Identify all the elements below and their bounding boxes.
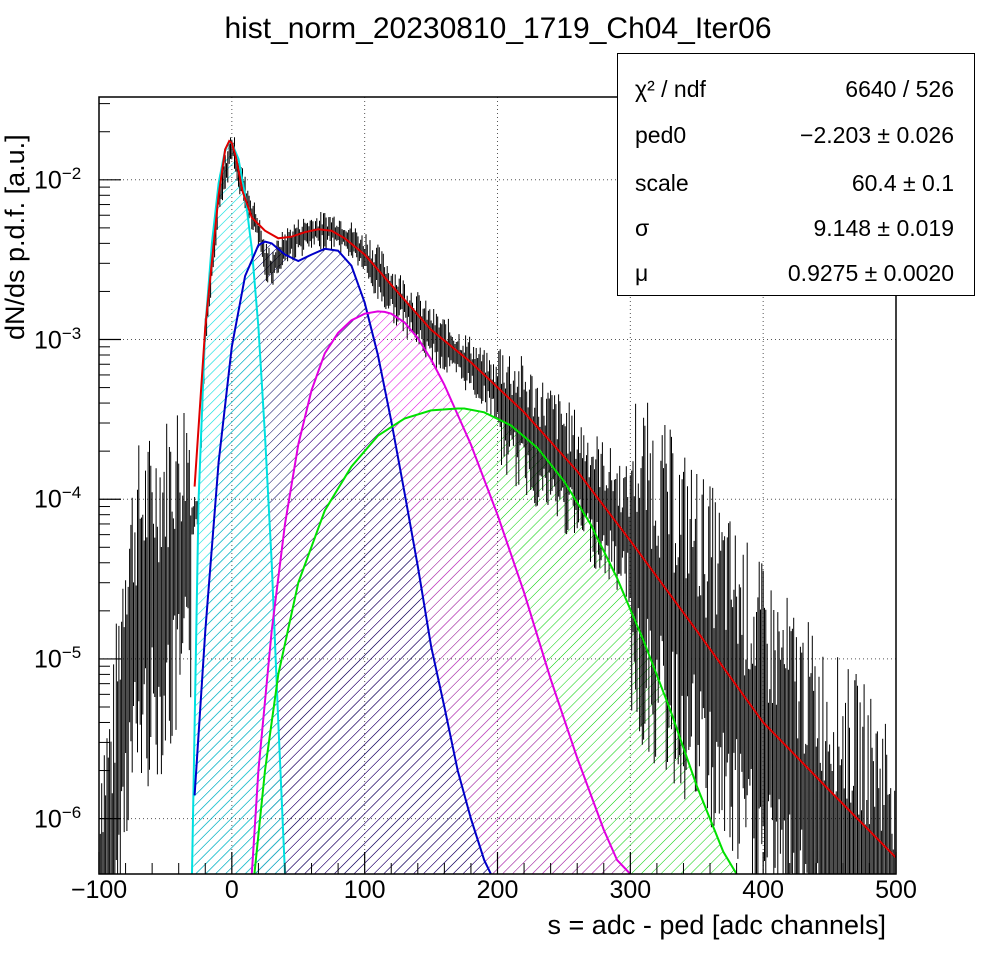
fit-component-lines: [191, 139, 896, 874]
y-tick-label: 10−4: [34, 483, 81, 514]
stat-key: μ: [635, 260, 649, 286]
fit-stats-box: χ² / ndf 6640 / 526 ped0 −2.203 ± 0.026 …: [617, 53, 975, 296]
x-tick-label: 100: [343, 876, 386, 904]
x-tick-label: 0: [224, 876, 239, 904]
x-tick-label: −100: [70, 876, 128, 904]
stat-row-ped0: ped0 −2.203 ± 0.026: [618, 114, 974, 160]
y-tick-base: 10: [34, 645, 62, 674]
y-tick-base: 10: [34, 166, 62, 195]
stat-value: 60.4 ± 0.1: [851, 170, 954, 196]
y-tick-exponent: −6: [61, 802, 82, 822]
component-line-2: [250, 310, 632, 874]
stat-value: 6640 / 526: [845, 76, 954, 102]
y-tick-base: 10: [34, 804, 62, 833]
y-tick-exponent: −3: [61, 323, 82, 343]
stat-value: −2.203 ± 0.026: [800, 122, 954, 148]
y-tick-base: 10: [34, 325, 62, 354]
x-tick-label: 300: [609, 876, 652, 904]
total-fit-line: [193, 139, 896, 859]
fit-component-areas: [191, 142, 737, 874]
y-axis-label: dN/ds p.d.f. [a.u.]: [0, 134, 30, 340]
component-line-1: [193, 240, 492, 874]
y-tick-exponent: −4: [61, 483, 82, 503]
y-tick-label: 10−3: [34, 324, 81, 355]
component-line-3: [253, 407, 738, 874]
y-tick-label: 10−6: [34, 803, 81, 834]
stat-row-scale: scale 60.4 ± 0.1: [618, 162, 974, 208]
stat-key: σ: [635, 215, 650, 241]
y-tick-exponent: −5: [61, 642, 82, 662]
stat-row-chi2: χ² / ndf 6640 / 526: [618, 68, 974, 114]
stat-key: scale: [635, 170, 689, 196]
y-tick-label: 10−5: [34, 643, 81, 674]
component-area-0: [191, 142, 285, 874]
stat-key: χ² / ndf: [635, 76, 706, 102]
stat-value: 0.9275 ± 0.0020: [787, 260, 954, 286]
stat-value: 9.148 ± 0.019: [813, 215, 954, 241]
y-tick-label: 10−2: [34, 164, 81, 195]
x-tick-label: 500: [875, 876, 917, 904]
x-axis-label: s = adc - ped [adc channels]: [547, 910, 886, 940]
stat-row-mu: μ 0.9275 ± 0.0020: [618, 252, 974, 298]
stat-row-sigma: σ 9.148 ± 0.019: [618, 207, 974, 253]
y-tick-exponent: −2: [61, 163, 82, 183]
x-tick-label: 200: [476, 876, 519, 904]
x-tick-label: 400: [742, 876, 785, 904]
y-tick-base: 10: [34, 485, 62, 514]
stat-key: ped0: [635, 122, 687, 148]
axis-ticks: [98, 103, 897, 874]
chart-title: hist_norm_20230810_1719_Ch04_Iter06: [224, 12, 772, 45]
